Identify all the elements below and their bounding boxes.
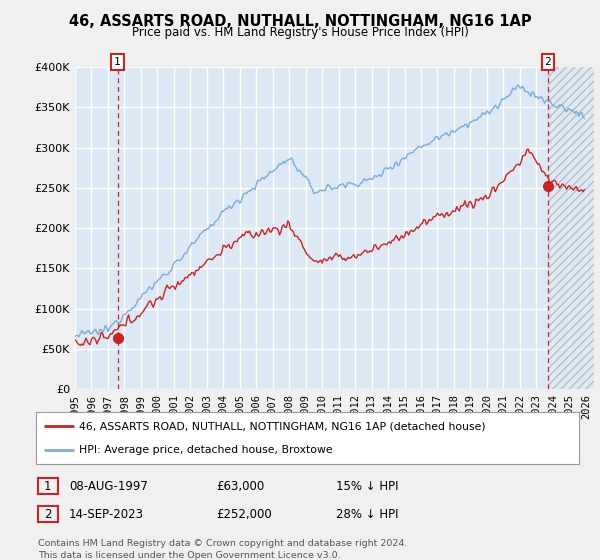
Text: 15% ↓ HPI: 15% ↓ HPI xyxy=(336,479,398,493)
Text: 2: 2 xyxy=(44,507,52,521)
Text: 2: 2 xyxy=(544,57,551,67)
Text: HPI: Average price, detached house, Broxtowe: HPI: Average price, detached house, Brox… xyxy=(79,445,333,455)
Text: 08-AUG-1997: 08-AUG-1997 xyxy=(69,479,148,493)
Text: £63,000: £63,000 xyxy=(216,479,264,493)
Text: £252,000: £252,000 xyxy=(216,507,272,521)
Text: 46, ASSARTS ROAD, NUTHALL, NOTTINGHAM, NG16 1AP: 46, ASSARTS ROAD, NUTHALL, NOTTINGHAM, N… xyxy=(68,14,532,29)
Bar xyxy=(548,67,594,389)
Text: 1: 1 xyxy=(114,57,121,67)
Text: 1: 1 xyxy=(44,479,52,493)
Text: Contains HM Land Registry data © Crown copyright and database right 2024.
This d: Contains HM Land Registry data © Crown c… xyxy=(38,539,407,559)
Text: Price paid vs. HM Land Registry's House Price Index (HPI): Price paid vs. HM Land Registry's House … xyxy=(131,26,469,39)
Text: 14-SEP-2023: 14-SEP-2023 xyxy=(69,507,144,521)
Text: 28% ↓ HPI: 28% ↓ HPI xyxy=(336,507,398,521)
Text: 46, ASSARTS ROAD, NUTHALL, NOTTINGHAM, NG16 1AP (detached house): 46, ASSARTS ROAD, NUTHALL, NOTTINGHAM, N… xyxy=(79,421,486,431)
